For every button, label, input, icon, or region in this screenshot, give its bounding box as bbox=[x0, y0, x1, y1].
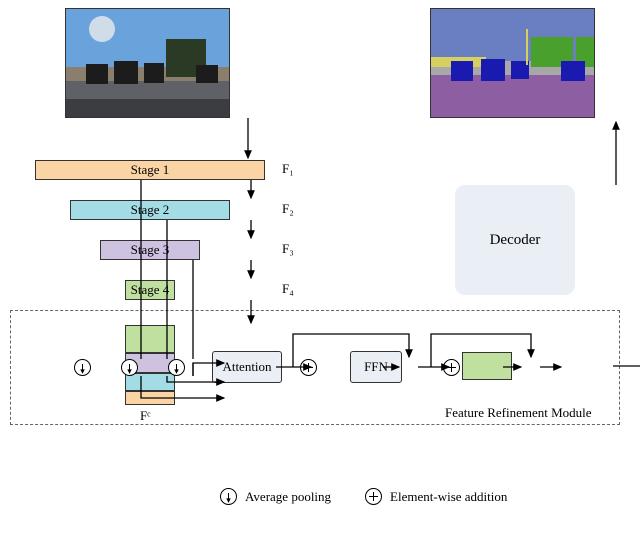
ffn-block: FFN bbox=[350, 351, 402, 383]
stage-4: Stage 4 bbox=[125, 280, 175, 300]
output-feature bbox=[462, 352, 512, 380]
attention-block: Attention bbox=[212, 351, 282, 383]
avg-pool-icon: ▾ bbox=[220, 488, 237, 505]
ffn-label: FFN bbox=[364, 359, 388, 375]
stage-2: Stage 2 bbox=[70, 200, 230, 220]
f2-label: F₂ bbox=[282, 201, 294, 217]
decoder-label: Decoder bbox=[490, 232, 541, 249]
avg-pool-2: ▾ bbox=[121, 359, 138, 376]
stage-3: Stage 3 bbox=[100, 240, 200, 260]
decoder-block: Decoder bbox=[455, 185, 575, 295]
elem-add-icon bbox=[365, 488, 382, 505]
stage-4-label: Stage 4 bbox=[131, 282, 170, 298]
stage-2-label: Stage 2 bbox=[131, 202, 170, 218]
input-image-svg bbox=[66, 9, 230, 118]
stage-1: Stage 1 bbox=[35, 160, 265, 180]
attention-label: Attention bbox=[222, 359, 271, 375]
output-segmentation bbox=[430, 8, 595, 118]
f4-label: F₄ bbox=[282, 281, 294, 297]
avg-pool-3: ▾ bbox=[168, 359, 185, 376]
stage-3-label: Stage 3 bbox=[131, 242, 170, 258]
input-image bbox=[65, 8, 230, 118]
fc-part-4 bbox=[125, 325, 175, 353]
output-seg-svg bbox=[431, 9, 595, 118]
legend-avg-pool: Average pooling bbox=[245, 489, 331, 505]
frm-label: Feature Refinement Module bbox=[445, 405, 592, 421]
stage-1-label: Stage 1 bbox=[131, 162, 170, 178]
avg-pool-1: ▾ bbox=[74, 359, 91, 376]
elementwise-add-1 bbox=[300, 359, 317, 376]
legend-elem-add: Element-wise addition bbox=[390, 489, 507, 505]
fc-label: Fᶜ bbox=[140, 408, 151, 424]
fc-part-2 bbox=[125, 373, 175, 391]
legend: ▾ Average pooling Element-wise addition bbox=[220, 488, 507, 505]
f1-label: F₁ bbox=[282, 161, 294, 177]
elementwise-add-2 bbox=[443, 359, 460, 376]
fc-part-1 bbox=[125, 391, 175, 405]
f3-label: F₃ bbox=[282, 241, 294, 257]
